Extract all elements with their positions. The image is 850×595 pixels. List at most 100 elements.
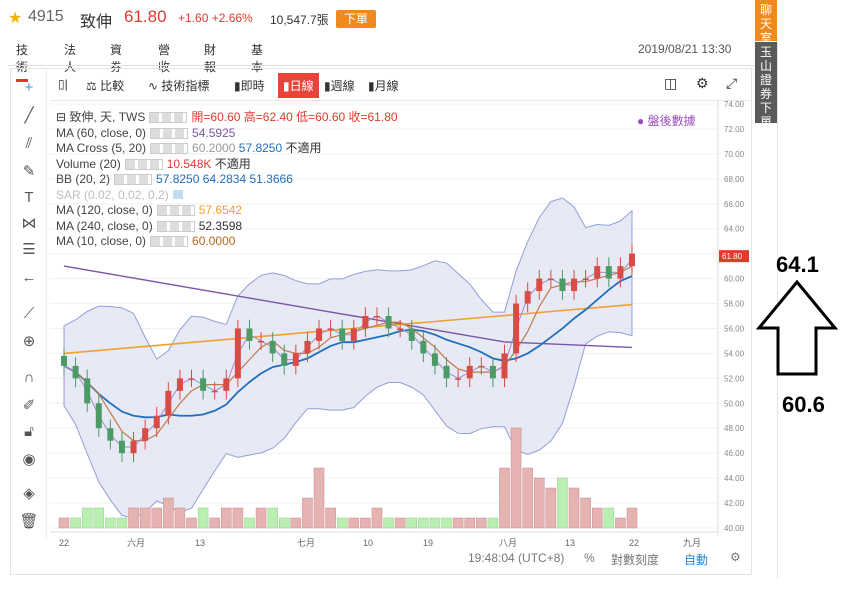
candle-body [408,328,415,341]
unlock-icon[interactable]: 🔓︎ [24,423,34,440]
lock-drawing-icon[interactable]: ✐ [22,397,36,414]
ma120-line [63,303,633,355]
eye-icon[interactable]: ◉ [22,451,36,468]
legend-ma10: MA (10, close, 0) 60.0000 [56,234,398,250]
candle-body [513,303,520,354]
trash-icon[interactable]: 🗑︎ [19,513,39,530]
text-icon[interactable]: T [24,189,34,206]
broker-order-label: 玉山證券下單 [760,45,773,129]
brush-icon[interactable]: ✎ [22,163,36,180]
legend-controls-icon[interactable] [150,143,189,155]
time-axis-label: 10 [363,538,373,548]
legend-ma240: MA (240, close, 0) 52.3598 [56,219,398,235]
settings-icon[interactable]: ⚙ [730,550,741,564]
tab-institutional[interactable]: 法人 [64,43,77,74]
fullscreen-icon[interactable]: ⤢ [726,75,738,91]
visibility-icon[interactable] [172,189,183,199]
price-change: +1.60 +2.66% [178,11,253,25]
volume-bar [93,507,105,529]
candle-body [617,266,624,279]
price-axis-label: 52.00 [724,374,745,383]
candle-body [246,328,253,341]
fib-icon[interactable]: ☰ [22,241,36,258]
legend-controls-icon[interactable] [150,236,189,248]
arrow-left-icon[interactable]: ← [21,269,37,286]
quote-datetime: 2019/08/21 13:30 [638,42,732,56]
volume-bar [626,507,638,529]
compare-label: 比較 [100,79,125,93]
trendline-icon[interactable]: ╱ [24,107,34,124]
volume-bar [313,467,325,529]
volume-bar [452,517,464,529]
price-axis-label: 60.00 [724,275,745,284]
legend-controls-icon[interactable] [156,205,195,217]
percent-toggle[interactable]: % [584,551,595,565]
candle-body [455,378,462,380]
chat-room-button[interactable]: 聊天室 [755,0,777,45]
volume-bar [255,507,267,529]
candle-body [176,378,183,391]
interval-intraday[interactable]: ▮即時 [234,79,265,93]
legend-bb-v3: 51.3666 [249,172,293,186]
interval-monthly[interactable]: ▮月線 [368,79,399,93]
legend-volume-v2: 不適用 [214,156,251,171]
candle-body [258,340,265,343]
volume-bar [394,517,406,529]
indicators-icon: ∿ [148,79,162,93]
tab-margin[interactable]: 資券 [110,43,123,74]
tab-financials[interactable]: 財報 [204,43,217,74]
candle-body [582,278,589,281]
candle-body [397,328,404,330]
volume-bar [209,517,220,529]
compare-button[interactable]: ⚖ 比較 [86,77,124,94]
interval-weekly[interactable]: ▮週線 [324,79,355,93]
candle-body [200,378,207,391]
crosshair-icon[interactable]: + [24,79,34,96]
broker-order-button[interactable]: 玉山證券下單 [755,42,777,129]
interval-daily[interactable]: ▮日線 [278,73,319,98]
legend-bb: BB (20, 2) 57.8250 64.2834 51.3666 [56,172,398,188]
candle-body [153,415,160,429]
candle-body [130,440,137,454]
legend-controls-icon[interactable] [114,174,153,186]
auto-scale-toggle[interactable]: 自動 [684,553,709,567]
legend-ma120: MA (120, close, 0) 57.6542 [56,203,398,219]
candle-type-icon[interactable]: ▯| [58,77,68,91]
ruler-icon[interactable]: ⟋ [23,305,35,322]
layers-icon[interactable]: ◈ [23,485,35,502]
legend-controls-icon[interactable] [149,112,188,124]
candle-body [431,353,438,366]
indicators-button[interactable]: ∿ 技術指標 [148,77,209,94]
bollinger-band [63,197,633,519]
settings-icon[interactable]: ⚙ [696,75,709,91]
candle-body [571,278,578,292]
candle-body [316,328,323,341]
legend-controls-icon[interactable] [124,158,163,170]
pattern-icon[interactable]: ⋈ [21,215,37,232]
legend-ma240-label: MA (240, close, 0) [56,218,153,233]
pitchfork-icon[interactable]: ⫽ [25,135,33,152]
price-chart[interactable]: 74.0072.0070.0068.0066.0064.0062.0060.00… [50,100,750,548]
volume-bar [116,517,128,529]
tab-basic[interactable]: 基本 [251,43,264,74]
magnet-icon[interactable]: ∩ [23,369,35,386]
order-button[interactable]: 下單 [336,10,376,28]
camera-icon[interactable]: ◫ [664,75,678,91]
candle-body [443,365,450,379]
legend-controls-icon[interactable] [150,127,189,139]
annotation-low: 60.6 [782,392,825,417]
candle-body [142,428,149,441]
tab-revenue[interactable]: 營收 [158,43,171,74]
log-scale-toggle[interactable]: 對數刻度 [611,553,660,567]
tab-technical[interactable]: 技術 [16,41,29,82]
candle-body [559,278,566,292]
collapse-icon[interactable]: ⊟ [56,110,70,124]
legend-controls-icon[interactable] [156,220,195,232]
time-axis-label: 22 [629,538,639,548]
candle-body [524,291,531,304]
price-axis-label: 54.00 [724,349,745,358]
monthly-label: 月線 [374,79,399,93]
zoom-in-icon[interactable]: ⊕ [22,333,36,350]
star-icon[interactable]: ★ [8,10,23,27]
candle-body [234,328,241,379]
